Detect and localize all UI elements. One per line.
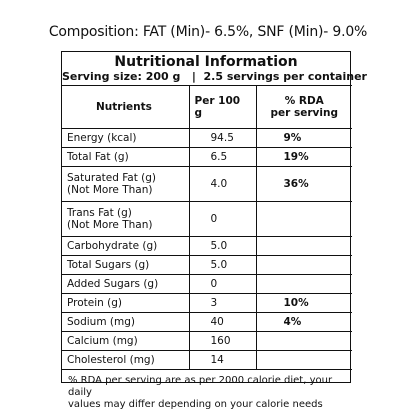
header-nutrients: Nutrients — [62, 85, 190, 129]
rda-value: 36% — [255, 166, 352, 202]
rda-value — [255, 201, 352, 237]
per-100g-value: 5.0 — [188, 255, 257, 275]
footnote-row: % RDA per serving are as per 2000 calori… — [62, 370, 352, 412]
table-row: Cholesterol (mg) 14 — [62, 350, 352, 370]
nutrient-name: Protein (g) — [62, 293, 190, 313]
nutrient-name: Sodium (mg) — [62, 312, 190, 332]
nutrient-name: Added Sugars (g) — [62, 274, 190, 294]
table-row: Trans Fat (g) (Not More Than) 0 — [62, 201, 352, 237]
table-row: Total Sugars (g) 5.0 — [62, 255, 352, 275]
per-100g-value: 0 — [188, 274, 257, 294]
table-row: Added Sugars (g) 0 — [62, 274, 352, 294]
nutrient-name: Saturated Fat (g) (Not More Than) — [62, 166, 190, 202]
table-header-row: Nutrients Per 100 g % RDA per serving — [62, 85, 352, 129]
rda-value: 9% — [255, 128, 352, 148]
rda-value: 4% — [255, 312, 352, 332]
table-row: Calcium (mg) 160 — [62, 331, 352, 351]
header-per-100g: Per 100 g — [188, 85, 257, 129]
nutrient-name: Calcium (mg) — [62, 331, 190, 351]
nutrient-name: Trans Fat (g) (Not More Than) — [62, 201, 190, 237]
nutrient-name: Total Sugars (g) — [62, 255, 190, 275]
table-row: Saturated Fat (g) (Not More Than) 4.0 36% — [62, 166, 352, 202]
composition-heading: Composition: FAT (Min)- 6.5%, SNF (Min)-… — [48, 24, 368, 40]
nutrient-name: Total Fat (g) — [62, 147, 190, 167]
per-100g-value: 4.0 — [188, 166, 257, 202]
nutrient-name: Carbohydrate (g) — [62, 236, 190, 256]
rda-value — [255, 236, 352, 256]
per-100g-value: 40 — [188, 312, 257, 332]
per-100g-value: 94.5 — [188, 128, 257, 148]
panel-title: Nutritional Information — [114, 54, 298, 70]
rda-value — [255, 331, 352, 351]
nutrient-name: Cholesterol (mg) — [62, 350, 190, 370]
per-100g-value: 0 — [188, 201, 257, 237]
nutrient-name: Energy (kcal) — [62, 128, 190, 148]
per-100g-value: 6.5 — [188, 147, 257, 167]
per-100g-value: 3 — [188, 293, 257, 313]
table-row: Sodium (mg) 40 4% — [62, 312, 352, 332]
rda-value — [255, 274, 352, 294]
table-row: Total Fat (g) 6.5 19% — [62, 147, 352, 167]
per-100g-value: 14 — [188, 350, 257, 370]
table-row: Carbohydrate (g) 5.0 — [62, 236, 352, 256]
table-body: Energy (kcal) 94.5 9% Total Fat (g) 6.5 19% Sa… — [62, 128, 352, 370]
nutrition-table: Nutrients Per 100 g % RDA per serving En… — [62, 85, 352, 411]
rda-value — [255, 255, 352, 275]
table-row: Energy (kcal) 94.5 9% — [62, 128, 352, 148]
table-row: Protein (g) 3 10% — [62, 293, 352, 313]
rda-value: 10% — [255, 293, 352, 313]
header-rda: % RDA per serving — [255, 85, 352, 129]
serving-info: Serving size: 200 g | 2.5 servings per c… — [62, 70, 367, 83]
footnote: % RDA per serving are as per 2000 calori… — [68, 375, 333, 410]
nutrition-panel: Nutritional Information Serving size: 20… — [61, 51, 367, 410]
rda-value — [255, 350, 352, 370]
per-100g-value: 5.0 — [188, 236, 257, 256]
rda-value: 19% — [255, 147, 352, 167]
per-100g-value: 160 — [188, 331, 257, 351]
